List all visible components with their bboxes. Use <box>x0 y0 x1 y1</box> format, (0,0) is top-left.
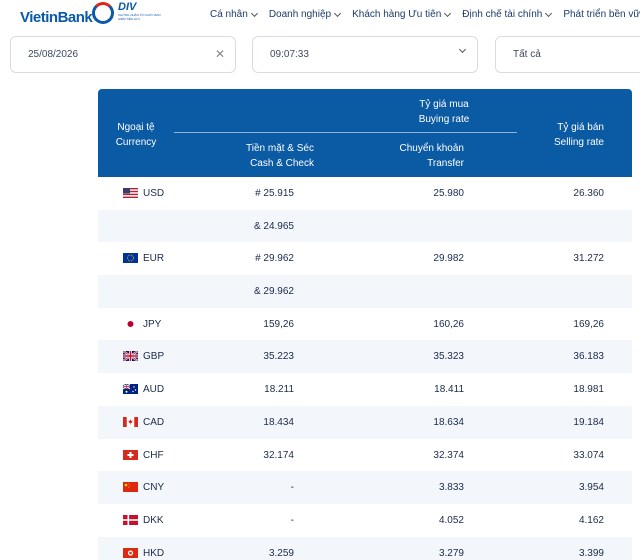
table-row: EUR # 29.962 29.982 31.272 <box>98 242 632 275</box>
cash-rate: 3.259 <box>268 547 294 559</box>
transfer-column-header: Chuyển khoản Transfer <box>399 143 465 169</box>
nav-business[interactable]: Doanh nghiệp <box>269 9 342 20</box>
table-row: CNY - 3.833 3.954 <box>98 471 632 504</box>
site-header: VietinBank DIV CHỨNG NHẬN TỔ CHỨC BẢO HI… <box>0 0 640 32</box>
currency-column-header: Ngoại tệ Currency <box>115 122 157 148</box>
jp-flag-icon <box>123 318 138 329</box>
transfer-rate: 3.279 <box>438 547 464 559</box>
currency-code: CNY <box>143 482 165 494</box>
cash-rate: # 29.962 <box>255 253 294 265</box>
transfer-rate: 18.411 <box>434 384 464 396</box>
au-flag-icon <box>122 383 138 395</box>
transfer-rate: 160,26 <box>433 318 464 330</box>
cash-rate: 32.174 <box>263 449 294 461</box>
buying-rate-column-header: Tỷ giá mua Buying rate <box>418 99 470 125</box>
table-row: HKD 3.259 3.279 3.399 <box>98 536 632 560</box>
cash-rate: 159,26 <box>263 318 294 330</box>
chevron-down-icon <box>250 9 258 17</box>
cash-rate: 18.434 <box>263 416 294 428</box>
transfer-rate: 25.980 <box>433 188 464 199</box>
table-row: CHF 32.174 32.374 33.074 <box>98 439 632 472</box>
dk-flag-icon <box>123 514 138 525</box>
selling-rate: 19.184 <box>573 416 604 428</box>
selling-rate: 169,26 <box>573 318 604 330</box>
currency-code: AUD <box>143 384 165 396</box>
currency-filter-value: Tất cả <box>513 49 541 60</box>
table-row: & 24.965 <box>98 209 632 243</box>
currency-code: HKD <box>143 547 165 559</box>
table-row: USD # 25.915 25.980 26.360 <box>98 177 632 210</box>
transfer-rate: 35.323 <box>433 351 464 363</box>
currency-code: CAD <box>143 416 165 428</box>
hk-flag-icon <box>123 547 138 558</box>
chevron-down-icon <box>458 45 467 54</box>
div-badge-subtitle: CHỨNG NHẬN TỔ CHỨC BẢO HIỂM TIỀN GỬI <box>118 13 161 21</box>
transfer-rate: 4.052 <box>438 514 464 526</box>
cash-rate: & 24.965 <box>253 220 294 232</box>
nav-financial-institutions[interactable]: Định chế tài chính <box>462 9 553 20</box>
currency-code: CHF <box>143 449 164 461</box>
eu-flag-icon <box>123 253 138 264</box>
selling-rate: 3.399 <box>578 547 604 559</box>
transfer-rate: 32.374 <box>433 449 464 461</box>
currency-code: USD <box>143 188 165 199</box>
table-header: Ngoại tệ Currency Tỷ giá mua Buying rate… <box>98 89 632 177</box>
cn-flag-icon <box>123 482 138 493</box>
div-badge-title: DIV <box>118 1 137 13</box>
date-value: 25/08/2026 <box>28 49 79 60</box>
nav-sustainability[interactable]: Phát triển bền vững <box>563 9 640 20</box>
chevron-down-icon <box>334 9 342 17</box>
clear-icon[interactable]: ✕ <box>214 47 225 61</box>
currency-code: DKK <box>143 514 164 526</box>
currency-code: EUR <box>143 253 165 265</box>
table-row: AUD 18.211 18.411 18.981 <box>98 373 632 406</box>
table-row: & 29.962 <box>98 275 632 308</box>
cash-rate: - <box>290 482 294 494</box>
cash-check-column-header: Tiền mặt & Séc Cash & Check <box>246 143 314 169</box>
header-divider <box>174 132 517 133</box>
selling-rate-column-header: Tỷ giá bán Selling rate <box>553 122 604 148</box>
vietinbank-logo[interactable]: VietinBank <box>20 9 93 26</box>
chevron-down-icon <box>444 9 452 17</box>
nav-priority-customers[interactable]: Khách hàng Ưu tiên <box>352 9 452 20</box>
cash-rate: - <box>290 514 294 526</box>
transfer-rate: 18.634 <box>433 416 464 428</box>
selling-rate: 31.272 <box>573 253 604 265</box>
selling-rate: 4.162 <box>578 514 604 526</box>
table-row: JPY 159,26 160,26 169,26 <box>98 308 632 341</box>
selling-rate: 18.981 <box>573 384 604 396</box>
transfer-rate: 3.833 <box>438 482 464 494</box>
date-picker[interactable]: 25/08/2026 ✕ <box>10 36 236 73</box>
table-row: GBP 35.223 35.323 36.183 <box>98 340 632 374</box>
selling-rate: 3.954 <box>578 482 604 494</box>
div-certification-badge: DIV CHỨNG NHẬN TỔ CHỨC BẢO HIỂM TIỀN GỬI <box>118 2 168 28</box>
currency-filter-select[interactable]: Tất cả <box>495 36 640 73</box>
vietinbank-logo-mark-icon <box>92 2 114 24</box>
table-row: DKK - 4.052 4.162 <box>98 504 632 537</box>
main-nav: Cá nhân Doanh nghiệp Khách hàng Ưu tiên … <box>210 9 640 20</box>
ch-flag-icon <box>123 449 138 460</box>
selling-rate: 36.183 <box>573 351 604 363</box>
currency-code: GBP <box>143 351 165 363</box>
time-select[interactable]: 09:07:33 <box>252 36 478 73</box>
cash-rate: & 29.962 <box>253 286 294 298</box>
nav-personal[interactable]: Cá nhân <box>210 9 258 20</box>
exchange-rate-table: Ngoại tệ Currency Tỷ giá mua Buying rate… <box>98 89 632 560</box>
chevron-down-icon <box>545 9 553 17</box>
ca-flag-icon <box>123 416 138 427</box>
selling-rate: 33.074 <box>573 449 604 461</box>
us-flag-icon <box>123 188 138 198</box>
selling-rate: 26.360 <box>573 188 604 199</box>
cash-rate: 18.211 <box>264 384 294 396</box>
currency-code: JPY <box>143 318 162 330</box>
transfer-rate: 29.982 <box>433 253 464 265</box>
time-value: 09:07:33 <box>270 49 309 60</box>
table-row: CAD 18.434 18.634 19.184 <box>98 405 632 439</box>
table-body: USD # 25.915 25.980 26.360 & 24.965 EUR # 29.9… <box>98 177 632 560</box>
cash-rate: 35.223 <box>263 351 294 363</box>
gb-flag-icon <box>122 350 139 363</box>
cash-rate: # 25.915 <box>255 188 294 199</box>
